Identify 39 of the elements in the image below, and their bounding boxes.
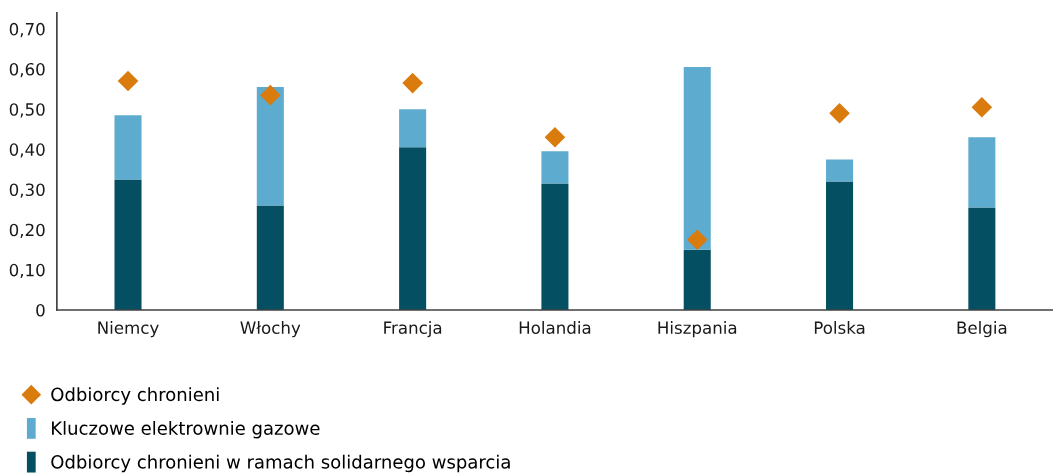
y-tick-label: 0,10 — [9, 263, 45, 279]
x-tick-label: Francja — [384, 321, 442, 338]
y-tick-label: 0,40 — [9, 143, 45, 158]
bar — [256, 205, 284, 310]
x-tick-label: Hiszpania — [658, 321, 737, 338]
point — [402, 72, 423, 94]
y-tick-label: 0 — [36, 303, 45, 317]
legend-label: Odbiorcy chronieni w ramach solidarnego wsparcia — [51, 454, 510, 473]
y-tick-label: 0,70 — [9, 22, 45, 38]
bar — [256, 87, 284, 206]
bar — [826, 181, 854, 310]
point — [829, 102, 850, 124]
x-tick-label: Polska — [814, 321, 865, 335]
bar — [114, 179, 142, 310]
y-tick-label: 0,20 — [9, 223, 45, 238]
bar — [399, 147, 427, 310]
legend-label: Kluczowe elektrownie gazowe — [52, 420, 320, 439]
bar — [683, 249, 711, 310]
bar — [399, 109, 427, 148]
bar — [541, 183, 569, 310]
point — [686, 229, 708, 251]
x-tick-label: Włochy — [240, 321, 301, 338]
bar — [826, 159, 854, 182]
y-tick-label: 0,60 — [9, 62, 45, 78]
bar — [683, 67, 711, 250]
x-tick-label: Niemcy — [98, 321, 159, 338]
x-tick-label: Holandia — [519, 321, 591, 335]
bar — [541, 151, 569, 184]
y-tick-label: 0,50 — [9, 103, 45, 118]
legend-label: Odbiorcy chronieni — [51, 387, 219, 405]
bar — [114, 115, 142, 180]
x-tick-label: Belgia — [957, 321, 1007, 338]
point — [117, 70, 139, 92]
point — [544, 127, 566, 148]
point — [971, 96, 993, 118]
point — [260, 84, 281, 106]
bar — [968, 137, 996, 208]
y-tick-label: 0,30 — [9, 183, 45, 198]
bar — [968, 207, 996, 310]
